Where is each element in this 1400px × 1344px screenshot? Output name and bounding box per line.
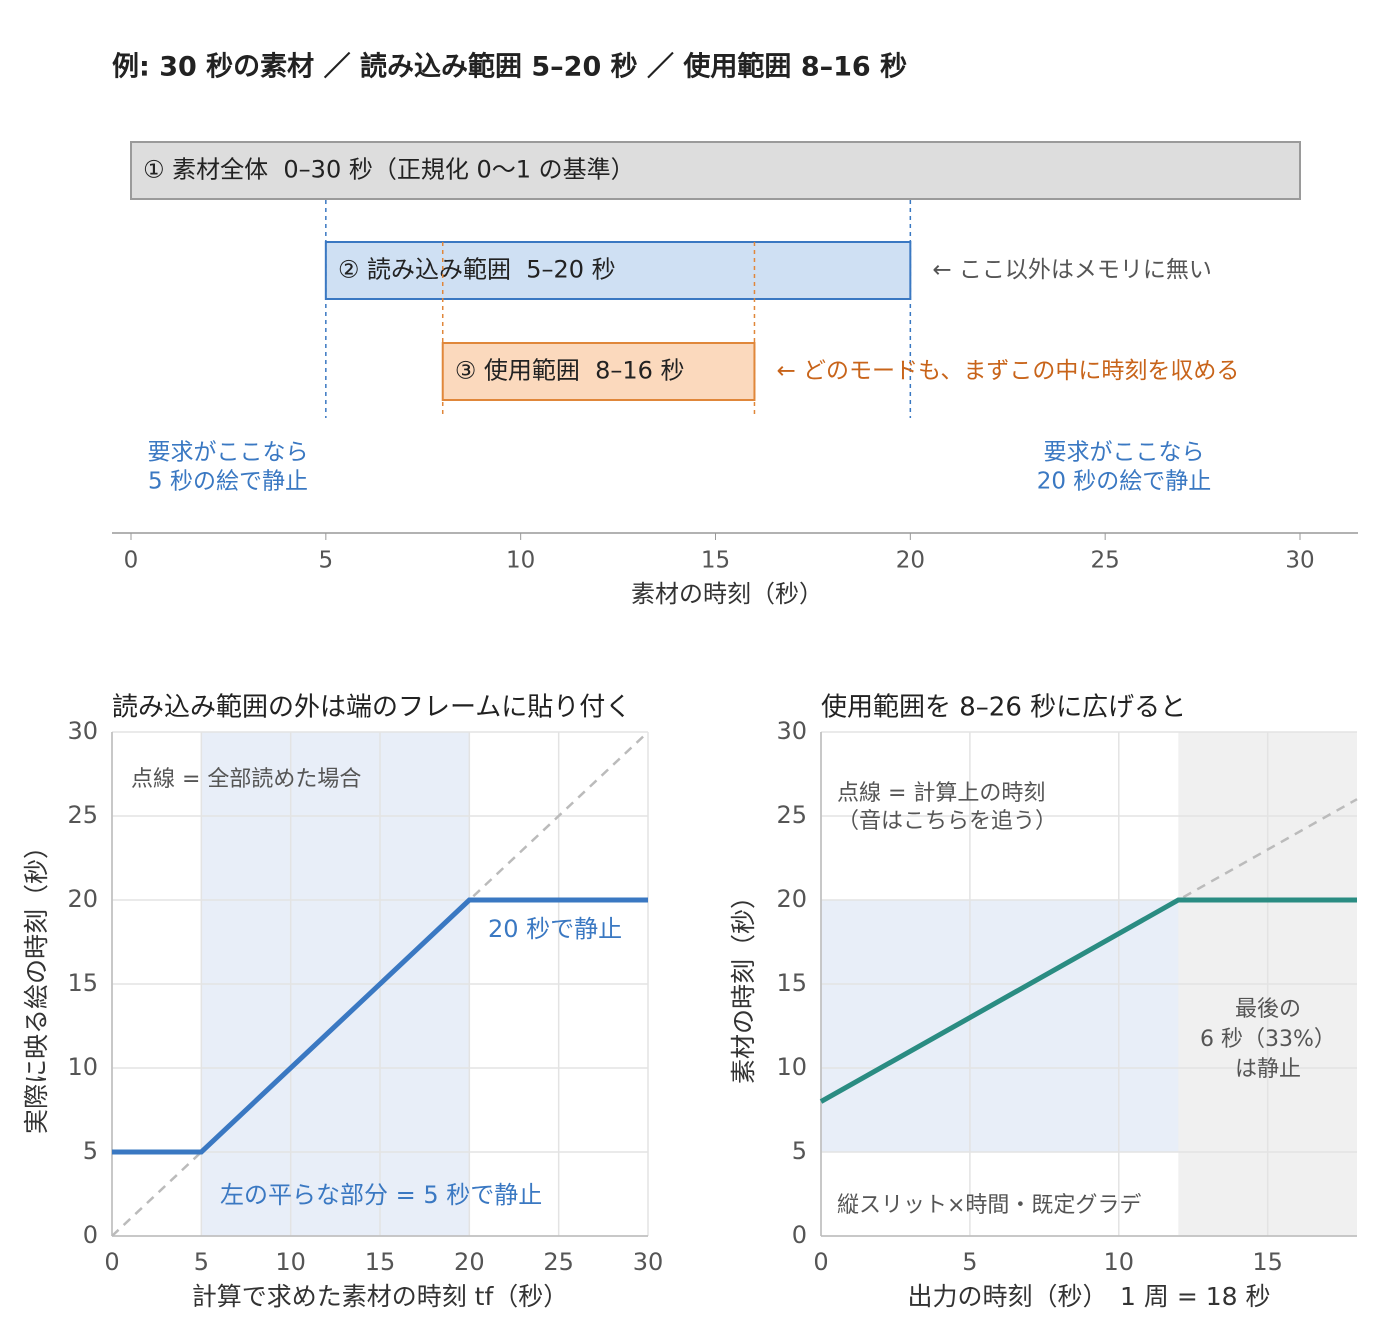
y-tick-label: 20	[67, 885, 98, 913]
x-tick-label: 10	[506, 548, 535, 574]
range-bar	[324, 241, 912, 300]
x-tick-label: 5	[319, 548, 334, 574]
annotation: 縦スリット×時間・既定グラデ	[837, 1193, 1141, 1218]
annotation: 最後の	[1235, 997, 1301, 1022]
line	[112, 897, 648, 1155]
y-axis-label: 素材の時刻（秒）	[729, 884, 758, 1084]
range-bar	[441, 342, 756, 401]
line	[819, 897, 1357, 1104]
range-label: ① 素材全体 0–30 秒（正規化 0〜1 の基準）	[143, 156, 635, 184]
y-tick-label: 5	[792, 1137, 807, 1165]
line	[111, 731, 649, 1237]
chart-title: 使用範囲を 8–26 秒に広げると	[821, 693, 1186, 723]
y-tick-label: 0	[792, 1221, 807, 1249]
shaded-span	[821, 900, 1179, 1152]
annotation: は静止	[1235, 1057, 1301, 1082]
x-axis-label: 出力の時刻（秒） 1 周 = 18 秒	[908, 1282, 1271, 1311]
y-tick-label: 25	[67, 801, 98, 829]
y-tick-label: 15	[67, 969, 98, 997]
x-tick-label: 0	[813, 1248, 828, 1276]
x-tick-label: 25	[1091, 548, 1120, 574]
annotation: 要求がここなら	[1044, 440, 1205, 466]
x-tick-label: 30	[633, 1248, 664, 1276]
annotation: 20 秒で静止	[488, 915, 622, 943]
annotation: 5 秒の絵で静止	[148, 469, 308, 495]
y-tick-label: 25	[776, 801, 807, 829]
annotation: 6 秒（33%）	[1200, 1027, 1336, 1052]
x-tick-label: 20	[454, 1248, 485, 1276]
x-tick-label: 25	[543, 1248, 574, 1276]
annotation: 20 秒の絵で静止	[1037, 469, 1212, 495]
title: 例: 30 秒の素材 ／ 読み込み範囲 5–20 秒 ／ 使用範囲 8–16 秒	[112, 51, 907, 83]
x-tick-label: 0	[104, 1248, 119, 1276]
x-tick-label: 15	[1252, 1248, 1283, 1276]
x-tick-label: 15	[365, 1248, 396, 1276]
annotation: 要求がここなら	[148, 440, 309, 466]
x-tick-label: 5	[194, 1248, 209, 1276]
y-tick-label: 0	[83, 1221, 98, 1249]
y-tick-label: 20	[776, 885, 807, 913]
y-tick-label: 30	[67, 717, 98, 745]
x-tick-label: 0	[124, 548, 139, 574]
x-axis-label: 計算で求めた素材の時刻 tf（秒）	[192, 1282, 569, 1311]
annotation: 左の平らな部分 = 5 秒で静止	[220, 1181, 542, 1209]
chart-title: 読み込み範囲の外は端のフレームに貼り付く	[112, 693, 631, 723]
annotation: 点線 = 全部読めた場合	[131, 767, 361, 792]
y-tick-label: 15	[776, 969, 807, 997]
y-tick-label: 30	[776, 717, 807, 745]
y-axis-label: 実際に映る絵の時刻（秒）	[22, 834, 51, 1134]
x-axis-label: 素材の時刻（秒）	[631, 580, 823, 608]
range-bar	[130, 141, 1301, 200]
x-tick-label: 10	[275, 1248, 306, 1276]
x-tick-label: 15	[701, 548, 730, 574]
range-note: ← どのモードも、まずこの中に時刻を収める	[776, 358, 1239, 384]
y-tick-label: 10	[776, 1053, 807, 1081]
range-label: ② 読み込み範囲 5–20 秒	[338, 256, 616, 284]
x-tick-label: 5	[962, 1248, 977, 1276]
x-tick-label: 20	[896, 548, 925, 574]
x-tick-label: 30	[1285, 548, 1314, 574]
range-label: ③ 使用範囲 8–16 秒	[455, 357, 685, 385]
annotation: 点線 = 計算上の時刻	[837, 781, 1045, 806]
y-tick-label: 10	[67, 1053, 98, 1081]
y-tick-label: 5	[83, 1137, 98, 1165]
range-note: ← ここ以外はメモリに無い	[932, 257, 1212, 283]
x-tick-label: 10	[1104, 1248, 1135, 1276]
annotation: （音はこちらを追う）	[837, 809, 1057, 834]
